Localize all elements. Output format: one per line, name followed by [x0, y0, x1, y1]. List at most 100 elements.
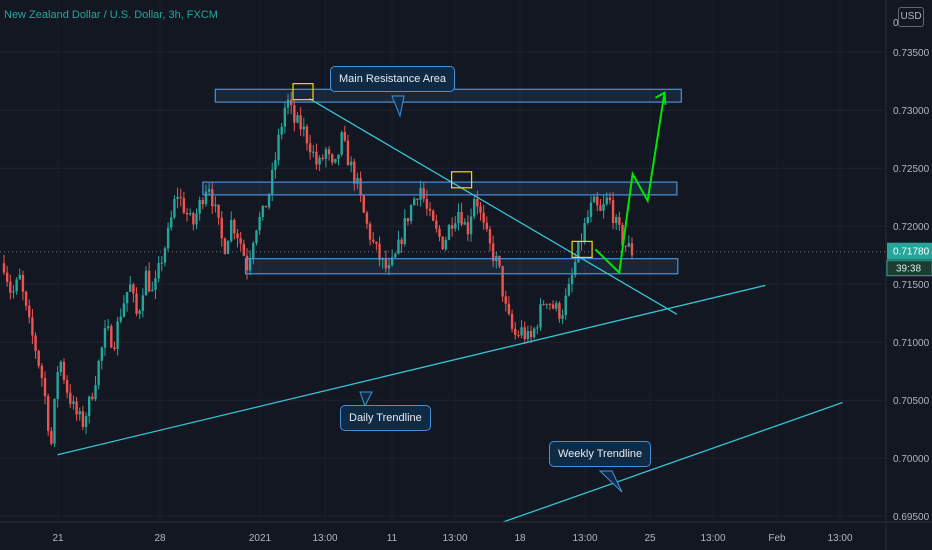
candle-body	[214, 204, 217, 207]
candle-body	[627, 243, 631, 247]
candle-body	[160, 262, 163, 264]
candle-body	[122, 303, 126, 317]
highlight-box	[451, 171, 473, 189]
time-tick-label: 13:00	[572, 533, 597, 544]
candle-body	[299, 115, 302, 130]
candle-body	[185, 212, 189, 215]
candle-body	[305, 126, 309, 144]
highlight-box	[292, 83, 314, 101]
candle-body	[460, 211, 463, 225]
daily-trendline-callout[interactable]: Daily Trendline	[340, 405, 431, 431]
candle-body	[558, 303, 561, 319]
candle-body	[368, 223, 372, 240]
candle-body	[419, 188, 422, 200]
callout-pointer	[598, 470, 623, 493]
candle-body	[236, 233, 239, 239]
candle-body	[261, 205, 264, 217]
candle-body	[116, 321, 119, 350]
candle-body	[103, 328, 107, 348]
candle-body	[56, 372, 59, 399]
resistance-zone	[202, 181, 678, 196]
candle-body	[173, 199, 176, 218]
candle-body	[331, 154, 334, 163]
candle-body	[473, 198, 476, 217]
candle-body	[88, 396, 91, 417]
candle-body	[324, 149, 328, 159]
candle-body	[570, 275, 574, 285]
candle-body	[198, 199, 201, 214]
candle-body	[69, 392, 72, 404]
candle-body	[144, 270, 148, 296]
price-tick-label: 0.72000	[893, 222, 930, 233]
time-tick-label: 25	[644, 533, 656, 544]
candle-body	[100, 347, 104, 361]
trendline	[57, 284, 766, 456]
candle-body	[28, 305, 31, 318]
candle-body	[618, 217, 621, 225]
candle-body	[539, 304, 542, 328]
price-tick-label: 0.71500	[893, 280, 930, 291]
drawings	[0, 83, 886, 523]
candle-body	[242, 243, 246, 256]
candle-body	[72, 401, 75, 404]
price-tick-label: 0.69500	[893, 512, 930, 523]
candle-body	[526, 330, 530, 340]
candle-body	[630, 243, 634, 256]
callout-pointer	[359, 391, 373, 408]
price-tick-label: 0.72500	[893, 164, 930, 175]
candle-body	[125, 291, 129, 304]
currency-badge[interactable]: USD	[898, 7, 924, 27]
candle-body	[163, 248, 167, 263]
candle-body	[504, 296, 507, 304]
chart-title: New Zealand Dollar / U.S. Dollar, 3h, FX…	[4, 9, 218, 21]
time-tick-label: 13:00	[827, 533, 852, 544]
candle-body	[141, 295, 145, 311]
candle-body	[223, 238, 227, 254]
candle-body	[517, 334, 520, 336]
price-tick-label: 0.70500	[893, 396, 930, 407]
price-tick-label: 0	[893, 18, 899, 29]
candle-body	[151, 289, 154, 292]
candle-body	[353, 161, 356, 184]
candle-body	[615, 217, 618, 224]
time-tick-label: 21	[52, 533, 64, 544]
candle-body	[154, 278, 157, 290]
time-tick-label: 13:00	[700, 533, 725, 544]
candle-body	[220, 217, 223, 239]
candle-body	[624, 245, 627, 247]
bar-countdown: 39:38	[896, 264, 921, 275]
candle-body	[12, 291, 15, 293]
candle-body	[75, 401, 78, 415]
candle-body	[482, 212, 485, 223]
candle-body	[176, 196, 179, 200]
trendline	[503, 401, 843, 523]
candle-body	[201, 199, 205, 205]
candle-body	[514, 328, 517, 335]
weekly-trendline-callout[interactable]: Weekly Trendline	[549, 441, 652, 467]
candle-body	[293, 104, 296, 123]
time-tick-label: 2021	[249, 533, 272, 544]
candle-body	[409, 205, 413, 222]
candle-body	[548, 303, 552, 305]
candle-body	[252, 243, 255, 259]
candle-body	[390, 257, 394, 266]
main-resistance-callout[interactable]: Main Resistance Area	[330, 66, 455, 92]
candle-body	[106, 326, 110, 329]
candle-body	[46, 396, 50, 432]
candle-body	[378, 243, 381, 260]
candle-body	[356, 178, 359, 184]
candle-body	[488, 229, 492, 244]
candle-body	[233, 220, 236, 234]
candle-body	[523, 327, 526, 340]
candle-body	[425, 198, 429, 209]
candle-body	[308, 143, 312, 153]
candle-body	[491, 243, 495, 262]
candle-body	[283, 107, 287, 127]
candle-body	[501, 266, 504, 297]
candle-body	[207, 189, 211, 192]
candle-body	[520, 327, 523, 336]
candle-body	[188, 213, 192, 215]
candle-body	[132, 284, 135, 294]
